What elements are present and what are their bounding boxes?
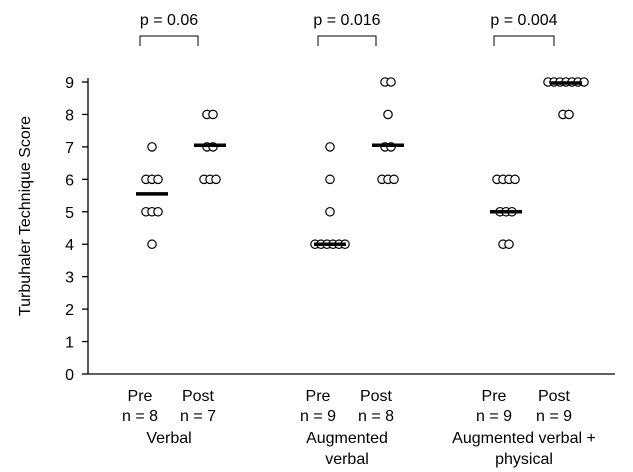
data-point (325, 174, 335, 185)
group-name-label: Augmented verbal + (452, 430, 596, 447)
y-tick-label: 8 (65, 107, 74, 124)
p-value-label: p = 0.016 (313, 12, 380, 29)
group-name-label: Verbal (146, 430, 191, 447)
p-value-label: p = 0.004 (490, 12, 557, 29)
p-value-bracket (139, 35, 199, 46)
y-tick-label: 5 (65, 205, 74, 222)
data-point (153, 174, 163, 185)
data-point (386, 77, 396, 87)
data-point (504, 239, 514, 250)
y-tick-label: 2 (65, 302, 74, 319)
y-tick-label: 6 (65, 172, 74, 189)
group-name-label: physical (495, 451, 553, 468)
sample-size-label: n = 9 (300, 408, 336, 425)
data-point (211, 174, 221, 185)
sample-size-label: n = 9 (536, 408, 572, 425)
data-point (147, 142, 157, 152)
data-point (147, 239, 157, 250)
data-point (325, 206, 335, 217)
condition-label: Post (360, 388, 393, 405)
data-point (153, 206, 163, 217)
condition-label: Pre (306, 388, 331, 405)
y-tick-label: 3 (65, 270, 74, 287)
condition-label: Post (182, 388, 215, 405)
data-point (389, 174, 399, 185)
data-point (510, 174, 520, 185)
group-name-label: verbal (325, 451, 369, 468)
p-value-label: p = 0.06 (140, 12, 198, 29)
y-tick-label: 0 (65, 367, 74, 384)
y-tick-label: 1 (65, 335, 74, 352)
condition-label: Pre (128, 388, 153, 405)
y-tick-label: 4 (65, 237, 74, 254)
y-tick-label: 7 (65, 140, 74, 157)
sample-size-label: n = 7 (180, 408, 216, 425)
p-value-bracket (317, 35, 377, 46)
p-value-bracket (493, 35, 555, 46)
sample-size-label: n = 9 (476, 408, 512, 425)
y-axis-label: Turbuhaler Technique Score (17, 116, 34, 316)
sample-size-label: n = 8 (122, 408, 158, 425)
data-point (383, 109, 393, 120)
data-point (564, 109, 574, 120)
y-tick-label: 9 (65, 75, 74, 92)
group-name-label: Augmented (306, 430, 388, 447)
condition-label: Pre (482, 388, 507, 405)
data-point (325, 142, 335, 152)
data-point (208, 109, 218, 120)
condition-label: Post (538, 388, 571, 405)
sample-size-label: n = 8 (358, 408, 394, 425)
